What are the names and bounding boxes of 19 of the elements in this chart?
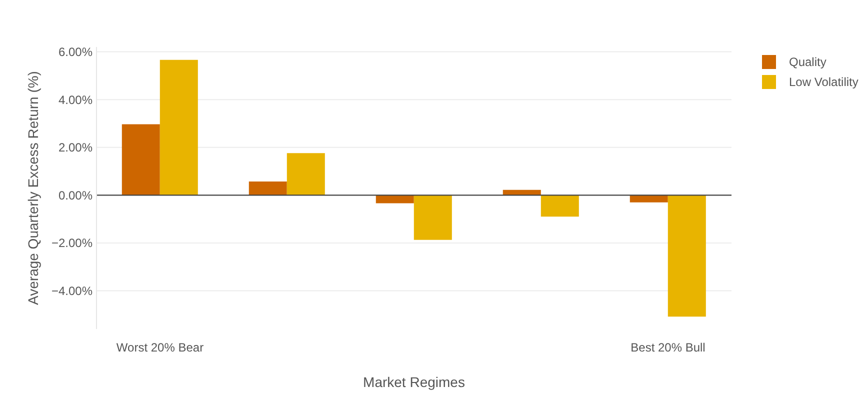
y-tick-label: 6.00% [58, 45, 93, 60]
y-tick-label: −2.00% [51, 236, 93, 250]
bar [414, 195, 452, 240]
bar [160, 60, 198, 196]
legend-label: Quality [789, 55, 826, 69]
y-tick-label: 0.00% [58, 188, 93, 202]
y-tick-label: −4.00% [51, 284, 93, 298]
legend-label: Low Volatility [789, 75, 858, 89]
y-tick-label: 2.00% [58, 140, 93, 155]
bar [122, 124, 160, 196]
bar [248, 182, 287, 196]
y-tick-label: 4.00% [58, 92, 93, 107]
y-axis-title: Average Quarterly Excess Return (%) [24, 71, 41, 305]
bar [286, 153, 325, 196]
bar [668, 195, 706, 317]
bar [540, 195, 579, 217]
x-tick-label: Worst 20% Bear [116, 340, 204, 355]
x-tick-label: Best 20% Bull [630, 340, 706, 355]
x-axis-title: Market Regimes [363, 374, 465, 390]
